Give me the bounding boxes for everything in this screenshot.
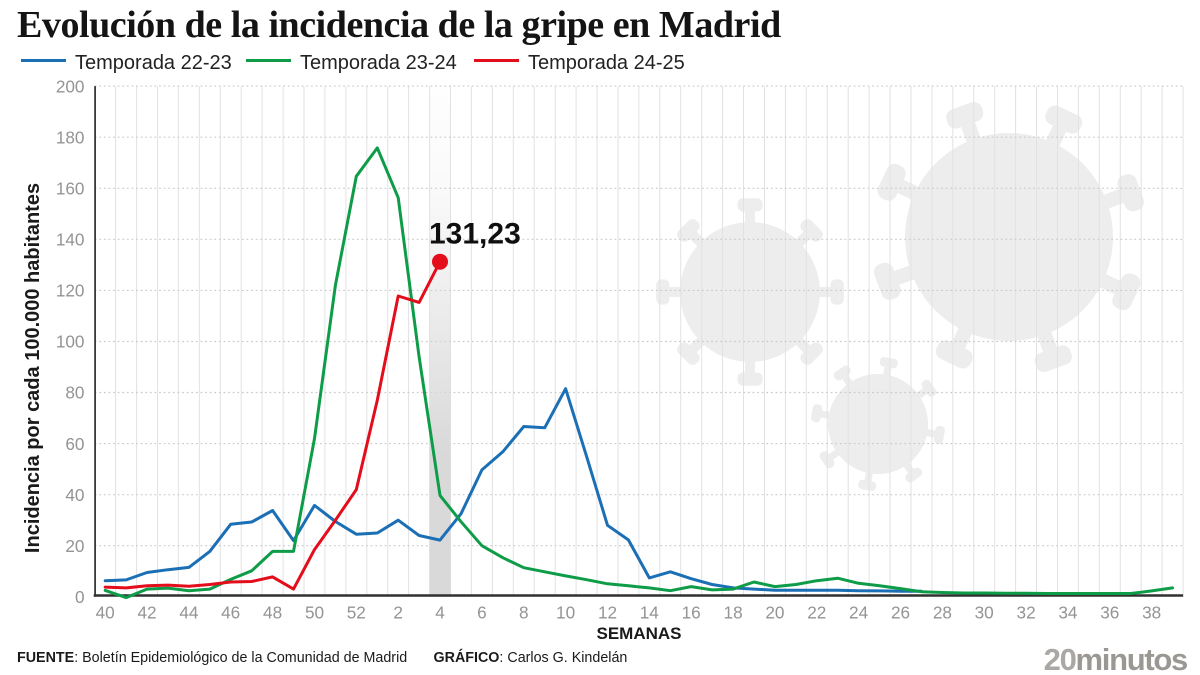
svg-text:140: 140 bbox=[56, 230, 85, 250]
svg-text:6: 6 bbox=[477, 603, 487, 623]
svg-text:20: 20 bbox=[65, 536, 84, 556]
svg-text:80: 80 bbox=[65, 383, 84, 403]
svg-text:20: 20 bbox=[765, 603, 784, 623]
svg-text:30: 30 bbox=[975, 603, 994, 623]
svg-text:12: 12 bbox=[598, 603, 617, 623]
svg-text:160: 160 bbox=[56, 179, 85, 199]
svg-text:200: 200 bbox=[56, 76, 85, 96]
svg-text:60: 60 bbox=[65, 434, 84, 454]
svg-text:131,23: 131,23 bbox=[429, 218, 521, 251]
svg-text:24: 24 bbox=[849, 603, 869, 623]
svg-text:34: 34 bbox=[1058, 603, 1078, 623]
svg-text:40: 40 bbox=[65, 485, 84, 505]
svg-text:36: 36 bbox=[1100, 603, 1119, 623]
svg-text:40: 40 bbox=[96, 603, 115, 623]
svg-text:44: 44 bbox=[179, 603, 199, 623]
svg-text:50: 50 bbox=[305, 603, 324, 623]
svg-text:48: 48 bbox=[263, 603, 282, 623]
svg-text:0: 0 bbox=[75, 587, 85, 607]
svg-text:52: 52 bbox=[347, 603, 366, 623]
svg-text:100: 100 bbox=[56, 332, 85, 352]
svg-text:120: 120 bbox=[56, 281, 85, 301]
svg-text:8: 8 bbox=[519, 603, 529, 623]
svg-text:180: 180 bbox=[56, 127, 85, 147]
svg-text:10: 10 bbox=[556, 603, 575, 623]
svg-text:16: 16 bbox=[682, 603, 701, 623]
svg-text:4: 4 bbox=[435, 603, 445, 623]
svg-text:26: 26 bbox=[891, 603, 910, 623]
svg-text:28: 28 bbox=[933, 603, 952, 623]
svg-text:SEMANAS: SEMANAS bbox=[596, 624, 681, 643]
svg-text:46: 46 bbox=[221, 603, 240, 623]
svg-text:18: 18 bbox=[724, 603, 743, 623]
svg-text:2: 2 bbox=[393, 603, 403, 623]
svg-text:42: 42 bbox=[137, 603, 156, 623]
svg-text:38: 38 bbox=[1142, 603, 1161, 623]
svg-text:14: 14 bbox=[640, 603, 660, 623]
svg-text:32: 32 bbox=[1017, 603, 1036, 623]
svg-text:Incidencia por cada 100.000 ha: Incidencia por cada 100.000 habitantes bbox=[22, 183, 44, 553]
svg-text:22: 22 bbox=[807, 603, 826, 623]
